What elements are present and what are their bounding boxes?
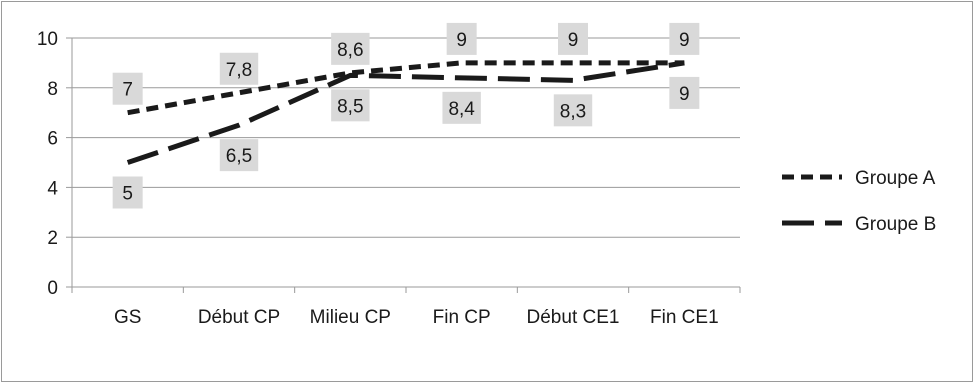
- data-label: 8,6: [331, 32, 370, 65]
- data-label: 9: [446, 22, 477, 55]
- data-label-box: [669, 22, 700, 55]
- data-label: 7,8: [219, 52, 259, 85]
- legend: Groupe A Groupe B: [782, 168, 936, 235]
- data-label-box: [219, 139, 259, 172]
- legend-item-groupe-b: Groupe B: [782, 214, 936, 235]
- x-tick-label: Fin CP: [433, 307, 491, 328]
- data-label-box: [669, 76, 700, 109]
- data-label-text: 7,8: [226, 60, 252, 81]
- x-tick-label: Début CE1: [527, 307, 620, 328]
- data-label-text: 8,6: [337, 40, 363, 61]
- y-tick-label: 4: [47, 178, 58, 199]
- series-line-groupe-a: [127, 60, 685, 116]
- data-label-box: [219, 52, 259, 85]
- x-tick-label: GS: [114, 307, 141, 328]
- legend-label: Groupe B: [855, 214, 936, 235]
- axes: 0 2 4 6 8 10 GS Début CP Milieu CP Fin CP Début CE…: [37, 29, 741, 328]
- x-tick-label: Fin CE1: [650, 307, 719, 328]
- data-label: 9: [669, 22, 700, 55]
- data-label-text: 9: [679, 30, 690, 51]
- data-label-text: 8,5: [337, 96, 363, 117]
- series-lines: [126, 60, 685, 165]
- data-label-text: 9: [456, 30, 467, 51]
- data-label: 6,5: [219, 139, 259, 172]
- data-label: 8,4: [442, 91, 481, 124]
- data-label: 9: [669, 76, 700, 109]
- data-labels: 7 7,8 8,6 9 9 9 5 6,5 8,5 8,4 8,3 9: [112, 22, 700, 209]
- x-tick-label: Milieu CP: [310, 307, 391, 328]
- data-label-text: 7: [122, 80, 133, 101]
- y-tick-label: 6: [47, 129, 58, 150]
- x-tick-label: Début CP: [198, 307, 280, 328]
- y-tick-label: 10: [37, 29, 58, 50]
- data-label-text: 6,5: [226, 146, 252, 167]
- data-label-box: [553, 94, 593, 127]
- data-label-box: [446, 22, 477, 55]
- legend-label: Groupe A: [855, 168, 936, 189]
- legend-item-groupe-a: Groupe A: [782, 168, 936, 189]
- y-tick-label: 0: [47, 278, 58, 299]
- data-label-box: [558, 22, 588, 55]
- series-line-groupe-b: [126, 60, 685, 165]
- y-tick-label: 8: [47, 79, 58, 100]
- data-label-text: 8,4: [448, 99, 475, 120]
- data-label: 9: [558, 22, 588, 55]
- data-label-box: [442, 91, 481, 124]
- data-label: 8,3: [553, 94, 593, 127]
- y-tick-label: 2: [47, 228, 58, 249]
- data-label-text: 9: [568, 30, 579, 51]
- data-label-box: [331, 89, 370, 122]
- data-label-box: [112, 176, 143, 209]
- data-label: 5: [112, 176, 143, 209]
- data-label: 8,5: [331, 89, 370, 122]
- gridlines: [72, 37, 740, 238]
- data-label-text: 8,3: [560, 101, 586, 122]
- data-label: 7: [112, 72, 143, 105]
- data-label-box: [112, 72, 143, 105]
- data-label-text: 9: [679, 84, 690, 105]
- data-label-text: 5: [122, 184, 133, 205]
- data-label-box: [331, 32, 370, 65]
